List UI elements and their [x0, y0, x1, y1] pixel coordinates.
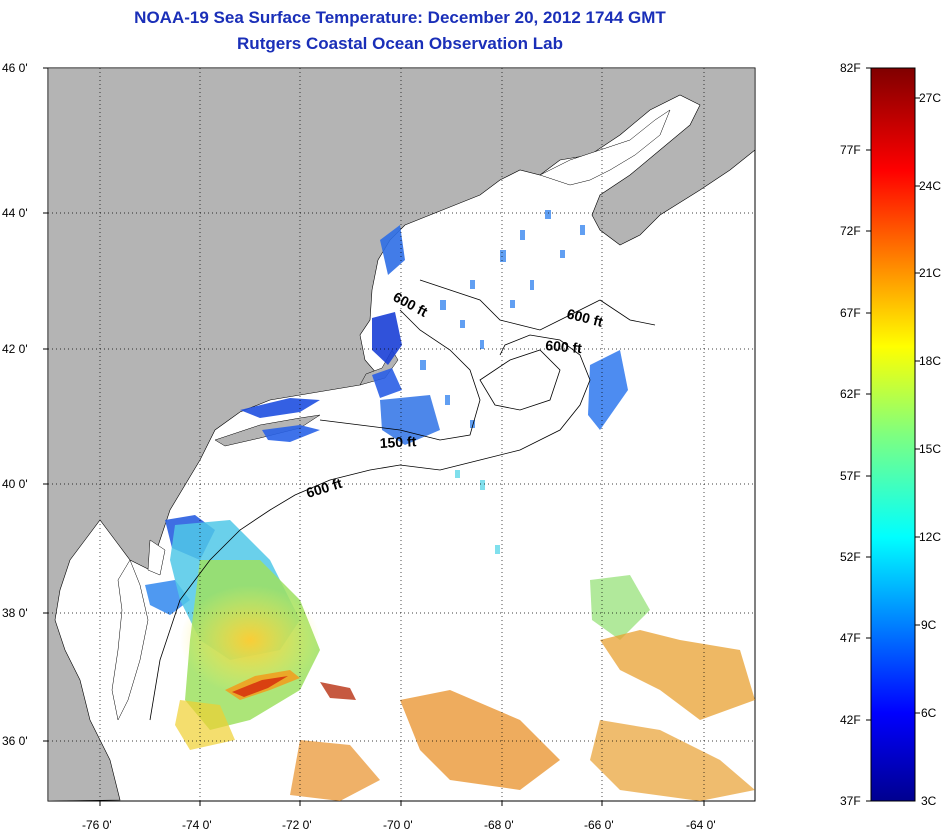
cbar-c-12: 12C [919, 530, 942, 544]
cbar-f-82: 82F [840, 61, 861, 75]
cbar-f-37: 37F [840, 794, 861, 808]
chesapeake-bay [111, 559, 149, 721]
lon-label-72: -72 0' [282, 818, 312, 832]
cbar-f-77: 77F [840, 143, 861, 157]
lon-label-66: -66 0' [584, 818, 614, 832]
cbar-c-6: 6C [921, 706, 937, 720]
lon-label-68: -68 0' [484, 818, 514, 832]
cbar-f-72: 72F [840, 224, 861, 238]
isobath-600-north [599, 299, 656, 326]
isobath-label-4: 150 ft [379, 433, 417, 451]
isobath-600-shelfbreak [149, 334, 591, 721]
land-mainland [48, 68, 755, 801]
cbar-c-18: 18C [919, 354, 942, 368]
map-title: NOAA-19 Sea Surface Temperature: Decembe… [134, 8, 666, 27]
lon-label-70: -70 0' [383, 818, 413, 832]
lon-label-76: -76 0' [82, 818, 112, 832]
isobaths [149, 279, 656, 721]
sst-scatter [420, 210, 585, 554]
lat-label-46: 46 0' [2, 61, 28, 75]
cbar-c-15: 15C [919, 442, 942, 456]
isobath-label-3: 600 ft [545, 337, 583, 356]
isobath-gom [419, 279, 601, 331]
isobath-banks [479, 349, 561, 411]
cbar-f-57: 57F [840, 469, 861, 483]
lat-label-40: 40 0' [2, 477, 28, 491]
frame-ticks [43, 67, 705, 806]
sst-warm-waters [170, 520, 755, 801]
bay-of-fundy [539, 109, 671, 186]
cbar-f-52: 52F [840, 550, 861, 564]
lat-label-42: 42 0' [2, 342, 28, 356]
cbar-f-42: 42F [840, 713, 861, 727]
cbar-c-21: 21C [919, 266, 942, 280]
delaware-bay [147, 539, 166, 576]
colorbar-ticks [866, 67, 920, 802]
cbar-c-3: 3C [921, 794, 937, 808]
cbar-f-47: 47F [840, 631, 861, 645]
cbar-c-24: 24C [919, 179, 942, 193]
cbar-f-62: 62F [840, 387, 861, 401]
lon-label-74: -74 0' [182, 818, 212, 832]
cbar-f-67: 67F [840, 306, 861, 320]
map-subtitle: Rutgers Coastal Ocean Observation Lab [237, 34, 563, 53]
lon-label-64: -64 0' [686, 818, 716, 832]
lat-label-36: 36 0' [2, 734, 28, 748]
lat-label-38: 38 0' [2, 606, 28, 620]
colorbar [870, 67, 916, 802]
cbar-c-9: 9C [921, 618, 937, 632]
cbar-c-27: 27C [919, 91, 942, 105]
isobath-150 [319, 309, 481, 441]
lat-label-44: 44 0' [2, 206, 28, 220]
